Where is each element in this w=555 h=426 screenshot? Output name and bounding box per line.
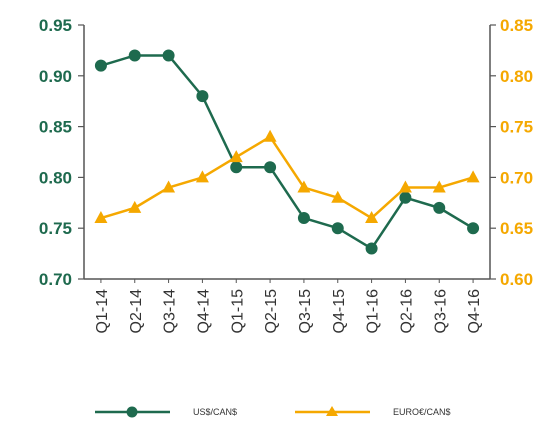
- data-point-euro-can: [365, 211, 379, 224]
- data-point-euro-can: [297, 180, 311, 193]
- data-point-us-can: [433, 201, 446, 214]
- data-point-euro-can: [466, 170, 480, 183]
- data-point-us-can: [297, 212, 310, 225]
- data-point-us-can: [128, 49, 141, 62]
- right-tick-label: 0.85: [500, 16, 533, 35]
- left-axis-ticks: 0.70 0.75 0.80 0.85 0.90 0.95: [39, 16, 84, 289]
- data-point-us-can: [467, 222, 480, 235]
- x-tick-label: Q4-15: [331, 289, 348, 334]
- legend-marker-euro-can: [326, 406, 338, 416]
- left-tick-label: 0.90: [39, 67, 72, 86]
- data-point-us-can: [196, 90, 209, 103]
- legend-label-us-can: US$/CAN$: [193, 407, 237, 417]
- data-point-euro-can: [128, 200, 142, 213]
- x-axis-ticks: Q1-14 Q2-14 Q3-14 Q4-14 Q1-15 Q2-15 Q3-15 Q4-15…: [94, 279, 483, 333]
- x-tick-label: Q2-15: [263, 289, 280, 334]
- legend: US$/CAN$ EURO€/CAN$: [95, 406, 451, 418]
- series-layer: [94, 49, 480, 255]
- left-tick-label: 0.95: [39, 16, 72, 35]
- right-tick-label: 0.75: [500, 118, 533, 137]
- series-line-euro-can: [100, 135, 474, 220]
- left-tick-label: 0.75: [39, 219, 72, 238]
- right-axis-ticks: 0.60 0.65 0.70 0.75 0.80 0.85: [490, 16, 533, 289]
- right-tick-label: 0.80: [500, 67, 533, 86]
- data-point-us-can: [94, 59, 107, 72]
- legend-item-us-can: US$/CAN$: [95, 406, 237, 418]
- data-point-euro-can: [432, 180, 446, 193]
- x-tick-label: Q4-14: [195, 289, 212, 334]
- legend-marker-us-can: [126, 406, 138, 418]
- data-point-us-can: [230, 161, 243, 174]
- right-tick-label: 0.70: [500, 168, 533, 187]
- data-point-euro-can: [331, 190, 345, 203]
- x-tick-label: Q2-14: [128, 289, 145, 334]
- x-tick-label: Q2-16: [398, 289, 415, 334]
- data-point-euro-can: [398, 180, 412, 193]
- legend-item-euro-can: EURO€/CAN$: [295, 406, 451, 417]
- data-point-us-can: [365, 242, 378, 255]
- left-tick-label: 0.70: [39, 270, 72, 289]
- series-line-us-can: [100, 54, 474, 250]
- x-tick-label: Q3-14: [162, 289, 179, 334]
- axes: [83, 25, 491, 280]
- left-tick-label: 0.80: [39, 168, 72, 187]
- data-point-us-can: [264, 161, 277, 174]
- data-point-us-can: [162, 49, 175, 62]
- x-tick-label: Q3-15: [297, 289, 314, 334]
- right-tick-label: 0.60: [500, 270, 533, 289]
- data-point-euro-can: [94, 211, 108, 224]
- left-tick-label: 0.85: [39, 118, 72, 137]
- data-point-euro-can: [229, 150, 243, 163]
- data-point-us-can: [331, 222, 344, 235]
- x-tick-label: Q4-16: [466, 289, 483, 334]
- x-tick-label: Q1-15: [229, 289, 246, 334]
- legend-label-euro-can: EURO€/CAN$: [393, 407, 451, 417]
- x-tick-label: Q1-16: [365, 289, 382, 334]
- data-point-euro-can: [263, 129, 277, 142]
- data-point-euro-can: [162, 180, 176, 193]
- data-point-us-can: [399, 191, 412, 204]
- data-point-euro-can: [195, 170, 209, 183]
- x-tick-label: Q3-16: [432, 289, 449, 334]
- right-tick-label: 0.65: [500, 219, 533, 238]
- x-tick-label: Q1-14: [94, 289, 111, 334]
